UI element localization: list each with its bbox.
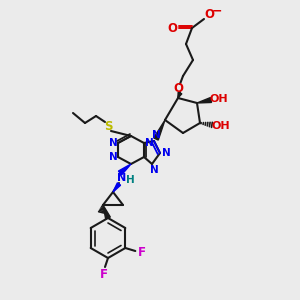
- Text: OH: OH: [212, 121, 230, 131]
- Text: N: N: [150, 165, 158, 175]
- Text: N: N: [152, 130, 160, 140]
- Text: N: N: [109, 138, 117, 148]
- Polygon shape: [154, 120, 165, 140]
- Text: O: O: [167, 22, 177, 34]
- Text: N: N: [162, 148, 170, 158]
- Text: O: O: [173, 82, 183, 94]
- Text: N: N: [109, 152, 117, 162]
- Text: N: N: [117, 173, 127, 183]
- Text: N: N: [145, 138, 153, 148]
- Polygon shape: [197, 98, 212, 103]
- Text: OH: OH: [210, 94, 228, 104]
- Text: H: H: [126, 175, 134, 185]
- Text: F: F: [138, 245, 146, 259]
- Text: S: S: [104, 119, 112, 133]
- Text: O: O: [204, 8, 214, 22]
- Polygon shape: [178, 92, 182, 98]
- Text: −: −: [212, 4, 222, 17]
- Polygon shape: [118, 164, 131, 175]
- Text: F: F: [100, 268, 108, 281]
- Polygon shape: [103, 205, 110, 219]
- Polygon shape: [113, 183, 121, 192]
